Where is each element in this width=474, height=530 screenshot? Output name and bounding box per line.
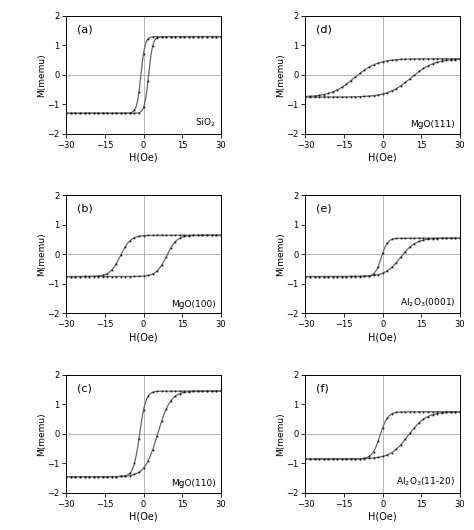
Text: (c): (c) bbox=[77, 383, 92, 393]
X-axis label: H(Oe): H(Oe) bbox=[129, 332, 158, 342]
Text: SiO$_2$: SiO$_2$ bbox=[195, 117, 216, 129]
Y-axis label: M(memu): M(memu) bbox=[276, 233, 285, 276]
Text: MgO(100): MgO(100) bbox=[171, 299, 216, 308]
Y-axis label: M(memu): M(memu) bbox=[276, 412, 285, 456]
Text: MgO(111): MgO(111) bbox=[410, 120, 455, 129]
X-axis label: H(Oe): H(Oe) bbox=[129, 511, 158, 522]
Text: Al$_2$O$_3$(0001): Al$_2$O$_3$(0001) bbox=[400, 296, 455, 308]
X-axis label: H(Oe): H(Oe) bbox=[368, 332, 397, 342]
Text: MgO(110): MgO(110) bbox=[171, 479, 216, 488]
Y-axis label: M(memu): M(memu) bbox=[37, 412, 46, 456]
X-axis label: H(Oe): H(Oe) bbox=[368, 511, 397, 522]
Y-axis label: M(memu): M(memu) bbox=[276, 53, 285, 97]
X-axis label: H(Oe): H(Oe) bbox=[368, 153, 397, 163]
Y-axis label: M(memu): M(memu) bbox=[37, 233, 46, 276]
Y-axis label: M(memu): M(memu) bbox=[37, 53, 46, 97]
Text: Al$_2$O$_3$(11-20): Al$_2$O$_3$(11-20) bbox=[396, 476, 455, 488]
Text: (f): (f) bbox=[316, 383, 329, 393]
Text: (b): (b) bbox=[77, 204, 93, 214]
X-axis label: H(Oe): H(Oe) bbox=[129, 153, 158, 163]
Text: (a): (a) bbox=[77, 24, 93, 34]
Text: (d): (d) bbox=[316, 24, 332, 34]
Text: (e): (e) bbox=[316, 204, 332, 214]
